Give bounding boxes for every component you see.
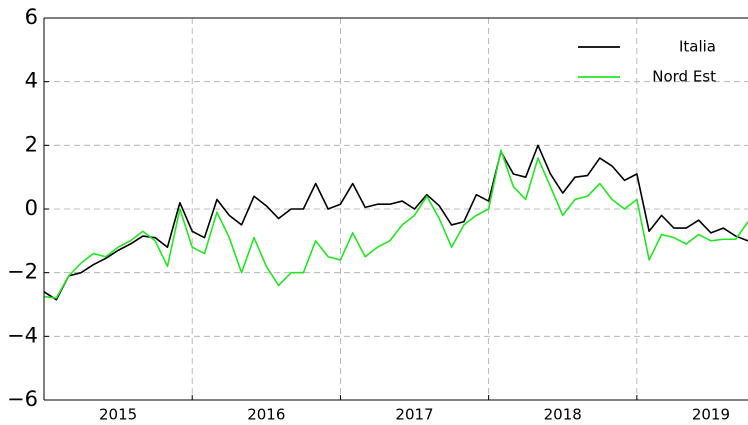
legend-label: Italia bbox=[679, 38, 716, 56]
x-tick-label: 2017 bbox=[395, 406, 433, 424]
y-tick-label: −6 bbox=[7, 387, 38, 411]
y-tick-label: −4 bbox=[7, 323, 38, 347]
y-tick-label: −2 bbox=[7, 260, 38, 284]
x-tick-label: 2019 bbox=[692, 406, 730, 424]
series-line bbox=[43, 144, 748, 301]
y-tick-label: 2 bbox=[25, 132, 38, 156]
y-tick-label: 0 bbox=[25, 196, 38, 220]
y-tick-label: 4 bbox=[25, 69, 38, 93]
series-line bbox=[43, 149, 748, 299]
x-tick-label: 2018 bbox=[544, 406, 582, 424]
x-tick-label: 2016 bbox=[247, 406, 285, 424]
legend-label: Nord Est bbox=[652, 68, 716, 86]
y-tick-label: 6 bbox=[25, 5, 38, 29]
x-tick-label: 2015 bbox=[99, 406, 137, 424]
